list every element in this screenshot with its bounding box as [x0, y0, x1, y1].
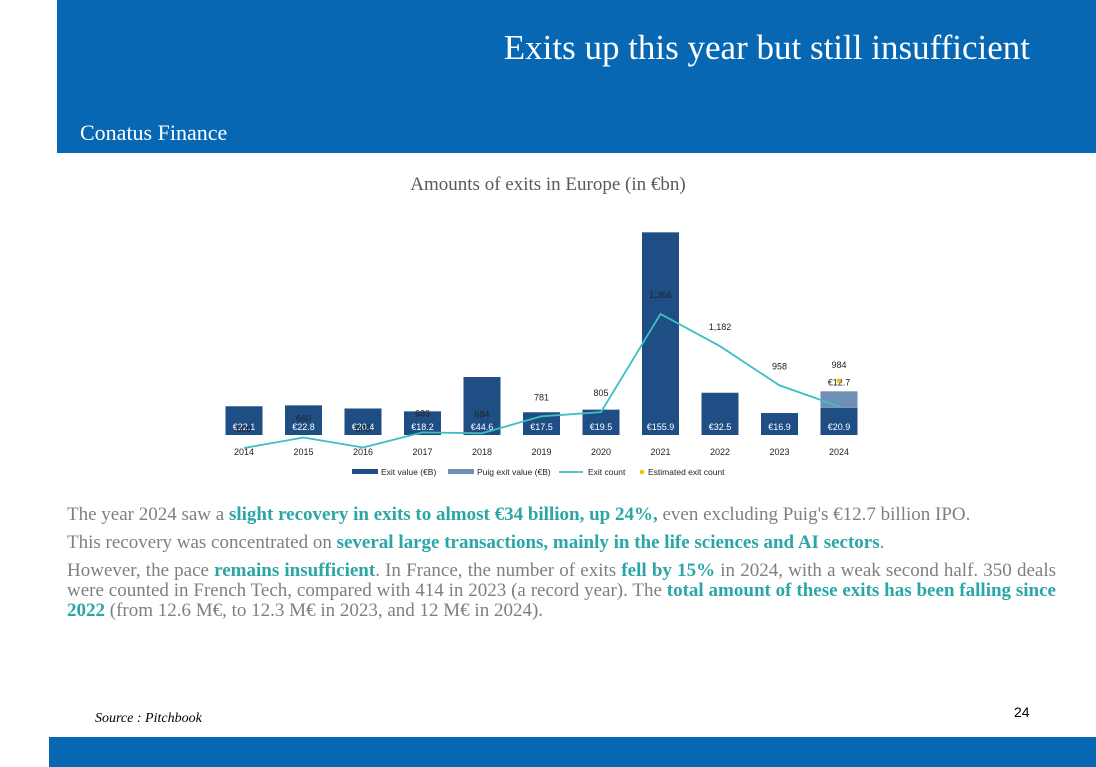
bar-value-label: €155.9	[647, 422, 675, 432]
legend-swatch	[639, 469, 645, 475]
highlight-text: several large transactions, mainly in th…	[336, 532, 880, 553]
x-tick-label: 2018	[472, 447, 492, 457]
bar-exit-value	[582, 409, 620, 435]
text-run: in 2024, with a weak second half. 350 de…	[67, 560, 1057, 601]
legend-label: Exit count	[588, 467, 626, 477]
exit-count-label: 660	[296, 414, 311, 424]
highlight-text: fell by 15%	[621, 560, 716, 581]
x-tick-label: 2016	[353, 447, 373, 457]
bar-value-label: €20.4	[352, 422, 375, 432]
body-text: The year 2024 saw a slight recovery in e…	[67, 505, 1056, 629]
source-note: Source : Pitchbook	[95, 711, 202, 726]
exit-count-label: 1,366	[649, 290, 672, 300]
bar-exit-value	[404, 411, 441, 435]
paragraph-2: This recovery was concentrated on severa…	[67, 533, 1056, 553]
bar-value-label: €22.8	[292, 422, 315, 432]
bar-value-label: €16.9	[768, 422, 791, 432]
exit-count-label: 805	[593, 388, 608, 398]
slide-title: Exits up this year but still insufficien…	[503, 28, 1030, 67]
bar-exit-value	[523, 412, 560, 435]
bar-exit-value	[463, 377, 501, 435]
text-run: However, the pace	[67, 560, 215, 581]
highlight-text: total amount of these exits has been fal…	[67, 580, 1056, 621]
exit-count-label: 1,182	[709, 322, 732, 332]
point-estimated-exit-count	[836, 378, 842, 384]
bar-value-label: €32.5	[709, 422, 732, 432]
line-exit-count	[243, 312, 840, 449]
legend-label: Exit value (€B)	[381, 467, 436, 477]
bar-value-label: €18.2	[411, 422, 434, 432]
text-run: even excluding Puig's €12.7 billion IPO.	[657, 504, 971, 525]
exit-count-label: 958	[772, 361, 787, 371]
bar-value-label: €22.1	[233, 422, 256, 432]
legend-label: Puig exit value (€B)	[477, 467, 551, 477]
x-tick-label: 2024	[829, 447, 849, 457]
exit-count-label: 781	[534, 392, 549, 402]
x-tick-label: 2022	[710, 447, 730, 457]
bar-exit-value	[820, 407, 858, 435]
exits-chart: €22.1 €22.8 €20.4 €18.2 €44.6 €17.5 €19.5 €155.…	[225, 232, 858, 477]
paragraph-1: The year 2024 saw a slight recovery in e…	[67, 505, 1056, 525]
brand-name: Conatus Finance	[80, 120, 228, 145]
bar-value-label: €44.6	[471, 422, 494, 432]
paragraph-3: However, the pace remains insufficient. …	[67, 561, 1056, 621]
exit-count-label: 684	[474, 409, 489, 419]
legend-swatch	[448, 469, 474, 474]
highlight-text: remains insufficient	[214, 560, 376, 581]
bar-exit-value	[761, 413, 798, 435]
x-tick-label: 2015	[293, 447, 313, 457]
x-tick-label: 2020	[591, 447, 611, 457]
exit-count-label: 600	[236, 424, 251, 434]
header-band	[57, 0, 1096, 153]
estimated-count-label: 984	[831, 360, 846, 370]
bar-puig-exit-value	[820, 391, 858, 408]
text-run: .	[879, 532, 885, 553]
text-run: The year 2024 saw a	[67, 504, 229, 525]
footer-band	[49, 737, 1096, 767]
text-run: This recovery was concentrated on	[67, 532, 337, 553]
page-number: 24	[1014, 704, 1030, 720]
bar-exit-value	[225, 406, 263, 435]
bar-exit-value	[285, 405, 322, 435]
bar-exit-value	[701, 392, 739, 435]
x-tick-label: 2019	[531, 447, 551, 457]
bar-value-label: €17.5	[530, 422, 553, 432]
x-tick-label: 2021	[650, 447, 670, 457]
exit-count-label: 603	[355, 423, 370, 433]
bar-exit-value	[344, 408, 382, 435]
exit-count-label: 689	[415, 408, 430, 418]
chart-title: Amounts of exits in Europe (in €bn)	[410, 174, 686, 195]
bar-value-label: €20.9	[828, 422, 851, 432]
highlight-text: slight recovery in exits to almost €34 b…	[228, 504, 658, 525]
legend-label: Estimated exit count	[648, 467, 725, 477]
text-run: (from 12.6 M€, to 12.3 M€ in 2023, and 1…	[105, 600, 544, 621]
bar-value-label: €19.5	[590, 422, 613, 432]
text-run: . In France, the number of exits	[375, 560, 622, 581]
x-tick-label: 2023	[769, 447, 789, 457]
legend-swatch	[352, 469, 378, 474]
x-tick-label: 2017	[412, 447, 432, 457]
x-tick-label: 2014	[234, 447, 254, 457]
